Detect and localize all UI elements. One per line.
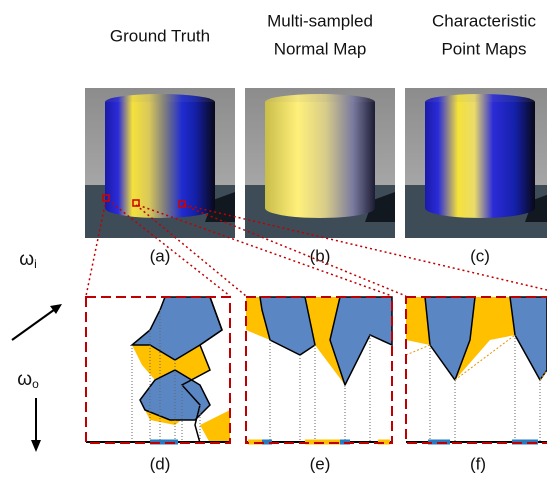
shadow xyxy=(205,192,235,222)
column-title: Characteristic xyxy=(432,11,536,30)
panel-e xyxy=(245,296,393,445)
column-title: Multi-sampled xyxy=(267,11,373,30)
panel-f xyxy=(405,296,547,445)
cylinder xyxy=(265,102,375,208)
cylinder xyxy=(105,102,215,208)
column-title: Ground Truth xyxy=(110,26,210,45)
omega-i: ωi xyxy=(19,249,37,271)
render-image xyxy=(405,88,547,238)
panel-label: (d) xyxy=(150,454,171,473)
panel-label: (f) xyxy=(470,454,486,473)
cylinder-top xyxy=(425,94,535,110)
arrow-head xyxy=(50,304,62,314)
shadow xyxy=(525,194,547,222)
subfigure-label: (c) xyxy=(470,246,490,265)
cylinder-base xyxy=(105,198,215,218)
column-title: Point Maps xyxy=(441,39,526,58)
cylinder-base xyxy=(265,198,375,218)
subfigure-label: (b) xyxy=(310,246,331,265)
subfigure-label: (a) xyxy=(150,246,171,265)
panel-d xyxy=(85,296,231,445)
arrow-head xyxy=(31,440,41,452)
panel-label: (e) xyxy=(310,454,331,473)
arrow-in xyxy=(11,306,59,341)
render-image xyxy=(85,88,235,238)
connectors xyxy=(85,199,547,297)
selection-boxes xyxy=(102,194,186,208)
cylinder-top xyxy=(105,94,215,110)
cylinder-base xyxy=(425,198,535,218)
cylinder-top xyxy=(265,94,375,110)
column-title: Normal Map xyxy=(274,39,367,58)
render-image xyxy=(245,88,395,238)
cylinder xyxy=(425,102,535,208)
shadow xyxy=(365,192,395,222)
omega-o: ωo xyxy=(17,369,39,391)
